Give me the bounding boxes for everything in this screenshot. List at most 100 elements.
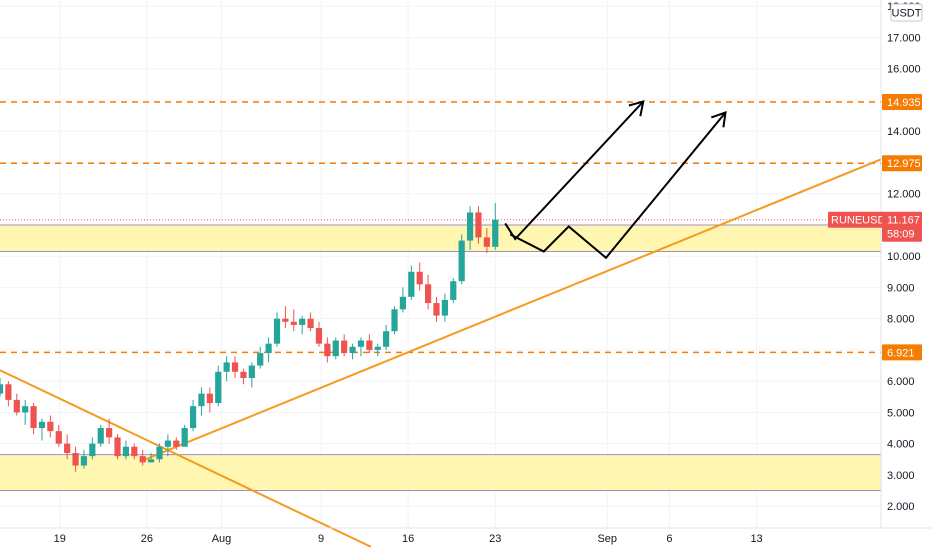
currency-badge-label: USDT [892,8,922,20]
x-tick-label: Aug [212,533,232,545]
y-tick-label: 3.000 [887,470,915,482]
arrow-head [710,111,727,128]
candle-body [215,371,222,404]
candle-body [80,456,88,466]
candle-body [97,428,104,444]
candle-body [299,318,306,325]
price-level-tag-label: 12.975 [887,158,921,170]
candle-body [0,384,4,394]
y-tick-label: 9.000 [887,282,915,294]
symbol-tag [828,211,883,228]
price-level-tag [882,344,922,361]
trendlines [0,158,882,548]
candle-body [122,446,130,457]
candle-body [257,353,264,366]
x-tick-label: 23 [489,533,501,545]
support-resistance-zones [0,224,881,492]
candle-body [72,453,79,466]
candle-body [408,271,415,297]
y-tick-label: 6.000 [887,376,915,388]
candle-body [147,459,155,463]
candle-body [475,212,482,238]
x-tick-label: 26 [141,533,153,545]
candle-body [307,318,314,329]
candle-body [366,340,373,350]
projection-arrow-1 [504,100,645,241]
candle-body [106,428,113,438]
y-tick-label: 8.000 [887,314,915,326]
countdown-label: 58:09 [887,229,915,241]
trendline [0,369,372,548]
candle-body [223,362,230,372]
currency-badge[interactable]: USDT [890,3,923,22]
candle-body [441,299,448,316]
y-tick-label: 14.000 [887,126,921,138]
y-tick-label: 4.000 [887,439,915,451]
candle-body [198,393,205,407]
candle-body [290,321,297,325]
candle-body [164,440,171,447]
last-price-label: 11.167 [887,215,920,227]
zone-fill [0,454,881,491]
y-tick-label: 12.000 [887,189,921,201]
zone-fill [0,224,881,252]
candle-body [240,371,247,379]
candle-body [265,343,272,354]
candle-body [324,343,331,357]
projection-arrows [504,100,727,260]
candle-body [173,440,180,447]
x-tick-label: 6 [666,533,672,545]
x-tick-label: 13 [750,533,762,545]
candlestick-series [0,203,499,472]
candle-body [38,421,46,429]
candle-body [47,421,54,432]
candle-body [458,240,465,282]
candle-body [357,340,365,347]
candle-body [391,309,398,332]
x-tick-label: 19 [54,533,66,545]
y-tick-label: 16.000 [887,64,921,76]
candle-body [399,296,407,310]
candle-body [22,406,29,413]
candle-body [466,212,474,241]
x-tick-label: 16 [402,533,414,545]
candle-body [189,406,197,429]
candle-body [374,346,381,350]
time-axis: 19 26 Aug 9 16 23 Sep 6 13 [0,527,932,545]
arrow-head [628,100,645,117]
y-tick-label: 10.000 [887,251,921,263]
candle-body [231,362,239,372]
candle-body [315,328,323,344]
candle-body [139,456,146,463]
projection-arrow-2 [509,111,727,260]
trendline [141,158,882,462]
symbol-tag-label: RUNEUSDT [831,215,892,227]
candle-body [13,399,20,413]
candle-body [131,446,138,457]
candle-body [114,437,121,457]
price-level-tag [882,94,922,111]
candle-body [181,428,188,447]
candle-body [89,443,96,457]
candle-body [425,284,432,304]
price-axis: 2.0003.0004.0005.0006.0007.0008.0009.000… [880,0,921,528]
candle-body [332,340,339,357]
candle-body [55,431,62,444]
y-tick-label: 17.000 [887,32,921,44]
candle-body [450,281,457,300]
price-level-tag-label: 6.921 [887,347,915,359]
horizontal-price-levels [0,101,881,354]
candle-body [273,318,281,344]
x-tick-label: Sep [597,533,617,545]
candle-body [248,365,255,379]
candle-body [383,331,390,347]
candle-body [206,393,213,404]
candle-body [156,446,163,460]
candle-body [492,219,499,247]
candle-body [30,406,37,429]
candle-body [341,340,348,354]
candle-body [433,303,440,316]
price-level-tag [882,155,922,172]
